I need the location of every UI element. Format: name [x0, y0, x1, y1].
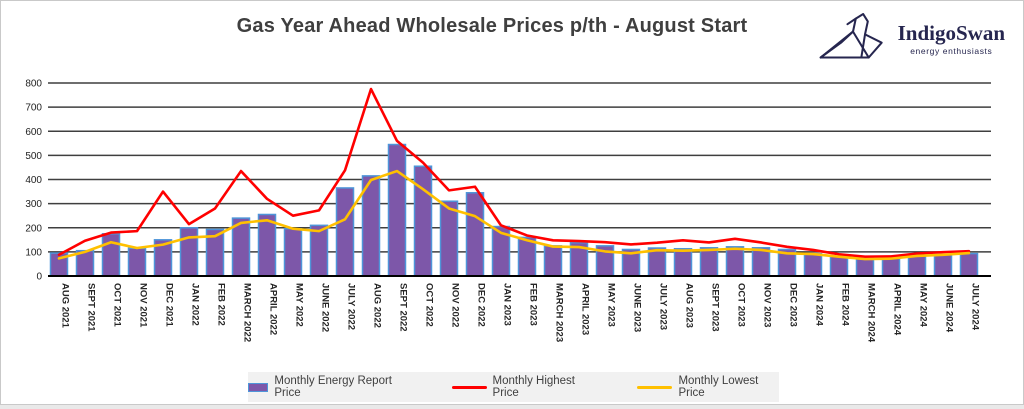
swan-logo-icon: [819, 13, 883, 59]
svg-text:OCT 2021: OCT 2021: [112, 283, 123, 328]
gold-line-swatch-icon: [637, 385, 673, 389]
svg-text:SEPT 2021: SEPT 2021: [86, 283, 97, 332]
svg-text:SEPT 2022: SEPT 2022: [398, 283, 409, 332]
svg-text:AUG 2022: AUG 2022: [372, 283, 383, 328]
svg-text:100: 100: [25, 247, 42, 258]
svg-text:JAN 2023: JAN 2023: [502, 283, 513, 326]
svg-text:MARCH 2024: MARCH 2024: [866, 283, 877, 343]
svg-text:700: 700: [25, 103, 42, 114]
svg-text:400: 400: [25, 175, 42, 186]
svg-text:APRIL 2024: APRIL 2024: [892, 283, 903, 336]
svg-text:JAN 2022: JAN 2022: [190, 283, 201, 326]
svg-text:DEC 2023: DEC 2023: [788, 283, 799, 327]
svg-text:JAN 2024: JAN 2024: [814, 283, 825, 326]
svg-text:MARCH 2023: MARCH 2023: [554, 283, 565, 342]
svg-text:AUG 2023: AUG 2023: [684, 283, 695, 328]
svg-text:MAY 2024: MAY 2024: [918, 283, 929, 328]
svg-text:JULY 2022: JULY 2022: [346, 283, 357, 330]
svg-text:600: 600: [25, 127, 42, 138]
svg-text:MAY 2023: MAY 2023: [606, 283, 617, 327]
legend-label: Monthly Lowest Price: [678, 375, 759, 399]
svg-text:JUNE 2023: JUNE 2023: [632, 283, 643, 332]
logo-tagline: energy enthusiasts: [910, 46, 993, 57]
red-line-swatch-icon: [451, 385, 487, 389]
chart-legend: Monthly Energy Report Price Monthly High…: [248, 372, 779, 402]
legend-item-report-price: Monthly Energy Report Price: [248, 375, 410, 399]
indigoswan-logo: IndigoSwan energy enthusiasts: [816, 9, 1005, 69]
svg-text:200: 200: [25, 223, 42, 234]
svg-text:NOV 2023: NOV 2023: [762, 283, 773, 327]
svg-text:AUG 2021: AUG 2021: [60, 283, 71, 329]
svg-text:JULY 2024: JULY 2024: [970, 283, 981, 331]
svg-text:0: 0: [36, 272, 42, 283]
svg-text:300: 300: [25, 199, 42, 210]
svg-text:FEB 2023: FEB 2023: [528, 283, 539, 326]
svg-text:DEC 2021: DEC 2021: [164, 283, 175, 328]
svg-text:APRIL 2022: APRIL 2022: [268, 283, 279, 335]
svg-text:800: 800: [25, 79, 42, 90]
svg-text:JULY 2023: JULY 2023: [658, 283, 669, 330]
svg-text:MAY 2022: MAY 2022: [294, 283, 305, 327]
bar-swatch-icon: [248, 382, 269, 392]
svg-text:FEB 2024: FEB 2024: [840, 283, 851, 326]
svg-text:JUNE 2022: JUNE 2022: [320, 283, 331, 332]
svg-text:DEC 2022: DEC 2022: [476, 283, 487, 327]
svg-text:SEPT 2023: SEPT 2023: [710, 283, 721, 332]
chart-title: Gas Year Ahead Wholesale Prices p/th - A…: [236, 15, 748, 37]
svg-text:JUNE 2024: JUNE 2024: [944, 283, 955, 333]
legend-item-highest-price: Monthly Highest Price: [451, 375, 596, 399]
svg-text:FEB 2022: FEB 2022: [216, 283, 227, 326]
svg-text:NOV 2021: NOV 2021: [138, 283, 149, 328]
legend-label: Monthly Highest Price: [492, 375, 576, 399]
svg-text:NOV 2022: NOV 2022: [450, 283, 461, 327]
svg-text:500: 500: [25, 151, 42, 162]
svg-text:MARCH 2022: MARCH 2022: [242, 283, 253, 342]
svg-text:OCT 2022: OCT 2022: [424, 283, 435, 327]
logo-name: IndigoSwan: [897, 20, 1005, 45]
legend-label: Monthly Energy Report Price: [274, 375, 393, 399]
legend-item-lowest-price: Monthly Lowest Price: [637, 375, 779, 399]
svg-text:APRIL 2023: APRIL 2023: [580, 283, 591, 335]
bottom-strip: [1, 404, 1023, 405]
logo-text: IndigoSwan energy enthusiasts: [897, 20, 1005, 57]
svg-text:OCT 2023: OCT 2023: [736, 283, 747, 327]
